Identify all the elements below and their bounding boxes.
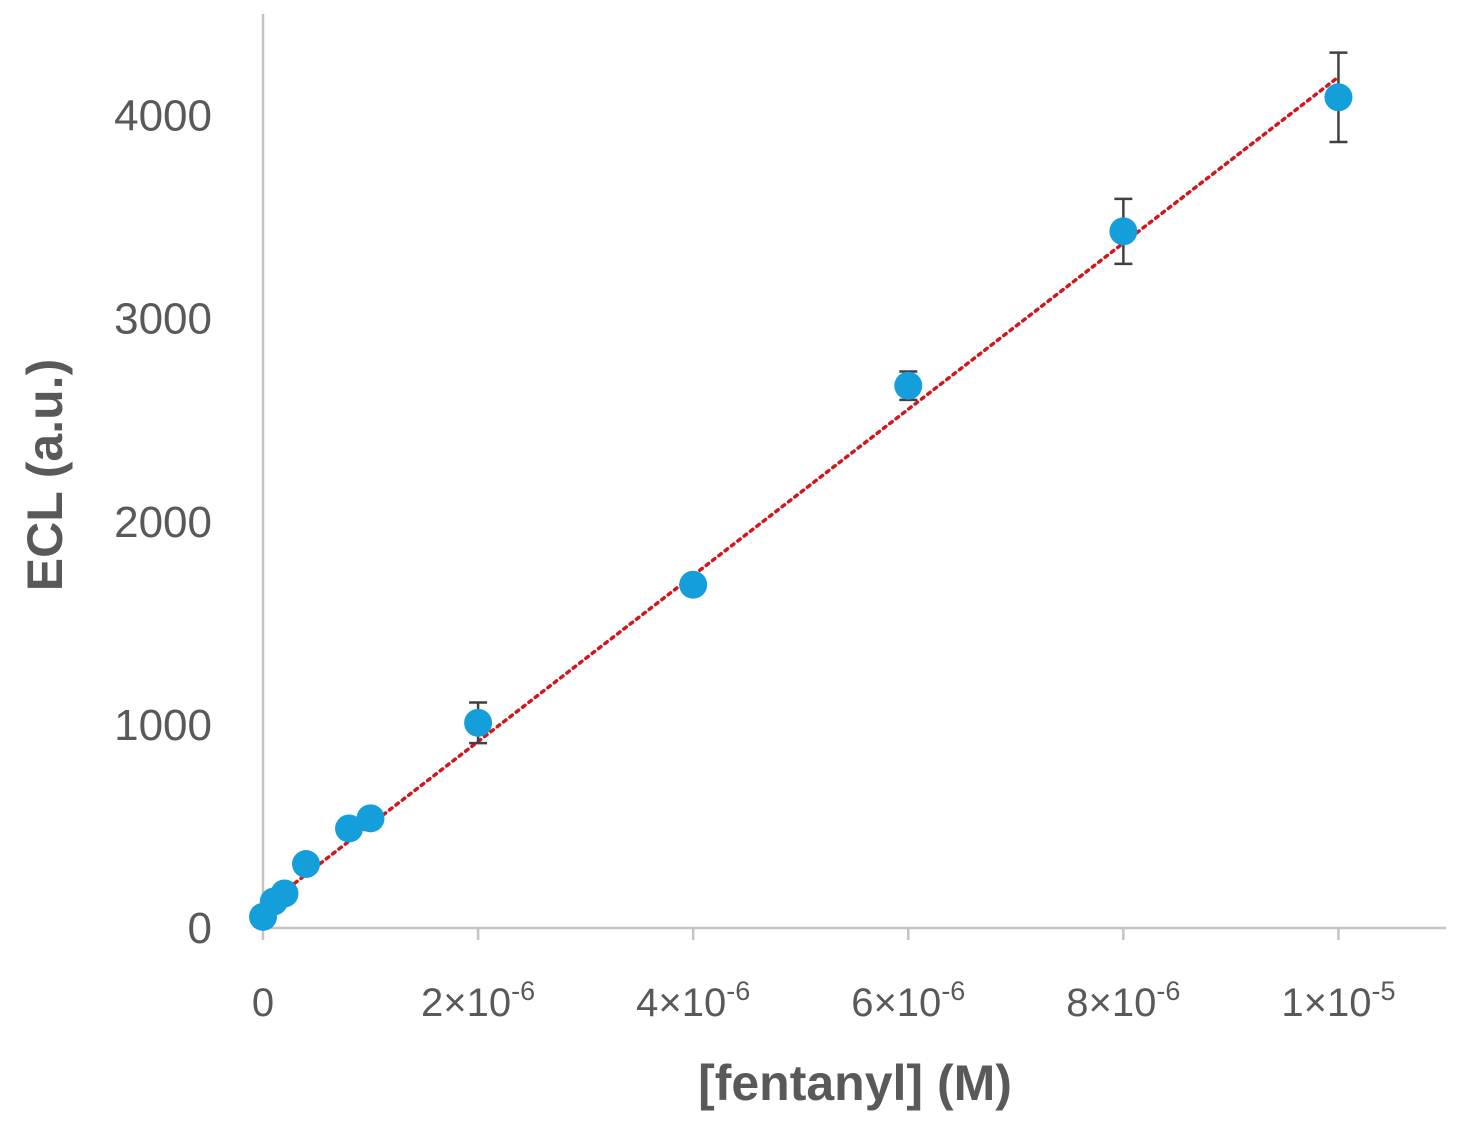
x-tick-label: 2×10-6 [421,976,535,1025]
data-point [1109,217,1138,246]
x-tick-label: 0 [252,981,274,1025]
data-points [249,83,1353,931]
data-point [356,804,385,833]
trendline [261,75,1341,910]
y-tick-label: 2000 [114,498,212,547]
data-point [335,814,364,843]
x-tick-label: 1×10-5 [1281,976,1395,1025]
y-axis-label: ECL (a.u.) [17,359,73,591]
x-tick-label: 4×10-6 [636,976,750,1025]
data-point [292,850,321,879]
x-axis-label: [fentanyl] (M) [698,1055,1012,1111]
data-point [464,708,493,737]
y-tick-label: 1000 [114,701,212,750]
y-tick-label: 4000 [114,92,212,141]
x-tick-label: 6×10-6 [851,976,965,1025]
trendline-layer [261,75,1341,910]
data-point [270,879,299,908]
data-point [1324,83,1353,112]
data-point [679,570,708,599]
tick-labels: 0 2×10-6 4×10-6 6×10-6 8×10-6 1×10-5 0 1000 2000… [114,92,1395,1025]
y-tick-label: 0 [188,904,212,953]
y-tick-label: 3000 [114,295,212,344]
axes [261,14,1446,940]
x-tick-label: 8×10-6 [1066,976,1180,1025]
data-point [894,371,923,400]
